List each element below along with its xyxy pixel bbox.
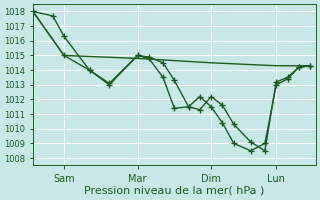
X-axis label: Pression niveau de la mer( hPa ): Pression niveau de la mer( hPa ) [84,186,265,196]
